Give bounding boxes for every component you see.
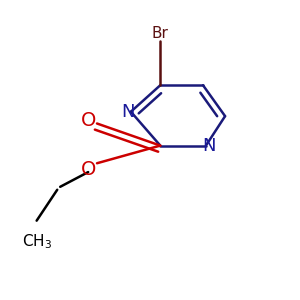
Text: O: O bbox=[80, 160, 96, 178]
Text: CH$_3$: CH$_3$ bbox=[22, 232, 52, 251]
Text: O: O bbox=[80, 111, 96, 130]
Text: N: N bbox=[202, 136, 216, 154]
Text: Br: Br bbox=[152, 26, 169, 41]
Text: N: N bbox=[121, 103, 135, 121]
